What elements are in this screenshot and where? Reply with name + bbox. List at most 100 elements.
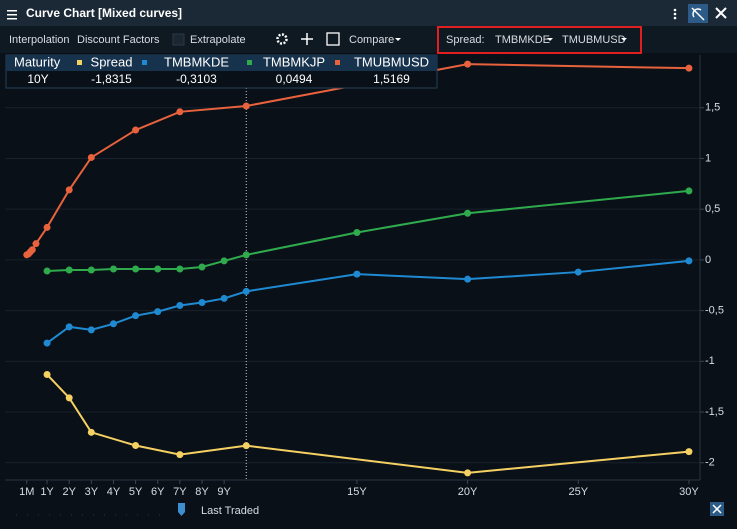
point [65,394,73,402]
point [464,209,472,217]
x-tick-label: 7Y [173,486,187,498]
menu-icon[interactable] [7,10,17,20]
point [464,60,472,68]
point [65,266,73,274]
legend-label: TMUBMUSD [354,54,429,69]
crosshair-icon[interactable] [301,33,313,45]
point [685,257,693,265]
point [132,265,140,273]
spread-b-dropdown[interactable]: TMUBMUSD [562,34,626,46]
point [43,371,51,379]
highlight-box [437,26,642,54]
toolbar [0,26,737,53]
y-tick-label: -1 [705,355,715,367]
series-line [46,373,690,474]
point [220,257,228,265]
crosshair-value: 1,5169 [373,72,410,86]
close-button[interactable] [715,7,727,19]
legend-swatch [77,60,82,65]
footer [0,498,737,529]
x-tick-label: 4Y [107,486,121,498]
legend-label: Spread [91,54,133,69]
spread-a-dropdown[interactable]: TMBMKDE [495,34,550,46]
more-button[interactable] [673,8,677,20]
x-tick-label: 1Y [40,486,54,498]
legend-swatch [335,60,340,65]
crosshair-value: -0,3103 [176,72,217,86]
point [43,267,51,275]
title-bar [0,0,737,26]
point [464,275,472,283]
x-tick-label: 30Y [679,486,699,498]
x-tick-label: 1M [19,486,34,498]
time-slider[interactable] [16,503,185,516]
point [353,229,361,237]
point [242,287,250,295]
point [43,339,51,347]
point [109,265,117,273]
y-tick-label: 0,5 [705,203,720,215]
point [176,302,184,310]
y-tick-label: -1,5 [705,406,724,418]
x-tick-label: 15Y [347,486,367,498]
crosshair-header: Maturity [14,54,61,69]
y-tick-label: 0 [705,254,711,266]
legend-swatch [142,60,147,65]
point [242,442,250,450]
point [220,294,228,302]
legend-label: TMBMKJP [263,54,325,69]
legend-header [6,55,437,71]
point [87,428,95,436]
last-traded-label: Last Traded [201,505,259,517]
export-icon[interactable] [326,32,340,46]
point [685,187,693,195]
window-title: Curve Chart [Mixed curves] [26,6,182,20]
extrapolate-label[interactable]: Extrapolate [190,34,246,46]
legend-label: TMBMKDE [164,54,229,69]
point [198,298,206,306]
x-tick-label: 25Y [568,486,588,498]
point [176,451,184,459]
point [574,268,582,276]
point [87,153,95,161]
point [176,108,184,116]
legend: Spread -1,8315 TMBMKDE -0,3103 TMBMKJP 0,0494… [77,54,429,86]
x-tick-label: 8Y [195,486,209,498]
footer-close-icon [712,504,722,514]
x-tick-label: 5Y [129,486,143,498]
dropdown-arrow [395,38,401,41]
point [32,240,40,248]
point [353,270,361,278]
point [198,263,206,271]
point [685,64,693,72]
compare-button[interactable]: Compare [349,34,394,46]
legend-swatch [247,60,252,65]
y-tick-label: 1 [705,152,711,164]
point [87,266,95,274]
point [28,246,36,254]
discount-factors-button[interactable]: Discount Factors [77,34,160,46]
interpolation-button[interactable]: Interpolation [9,34,70,46]
y-tick-label: -0,5 [705,305,724,317]
point [43,223,51,231]
series-line [46,259,690,344]
dropdown-arrow [547,38,553,41]
point [132,312,140,320]
point [154,308,162,316]
crosshair-value: -1,8315 [91,72,132,86]
point [65,186,73,194]
spread-label: Spread: [446,34,485,46]
point [109,320,117,328]
extrapolate-checkbox[interactable] [172,33,185,46]
y-tick-label: 1,5 [705,102,720,114]
point [132,126,140,134]
point [65,323,73,331]
settings-icon[interactable] [276,33,288,45]
dropdown-arrow [621,38,627,41]
point [132,442,140,450]
x-tick-label: 2Y [62,486,76,498]
x-tick-label: 6Y [151,486,165,498]
x-tick-label: 3Y [85,486,99,498]
